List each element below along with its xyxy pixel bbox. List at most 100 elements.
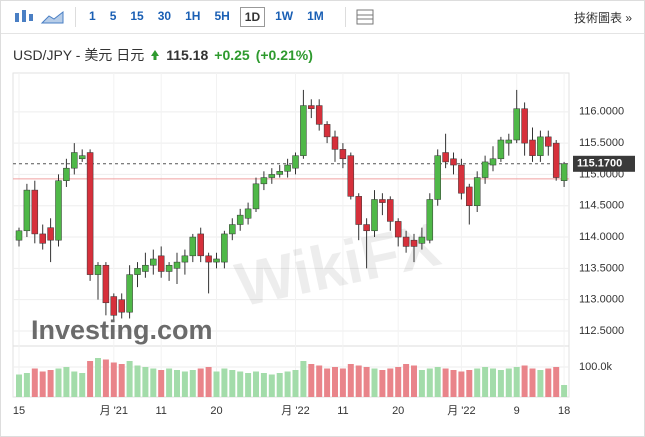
volume-bar <box>450 370 457 397</box>
candle-body <box>15 230 23 241</box>
candle-body <box>63 167 70 181</box>
candle-body <box>355 196 362 225</box>
candle-body <box>387 199 394 222</box>
interval-button[interactable]: 15 <box>130 9 144 23</box>
candle-body <box>529 139 536 156</box>
volume-bar <box>426 368 433 397</box>
candle-body <box>157 255 165 272</box>
candle-body <box>213 258 220 263</box>
tech-chart-link[interactable]: 技術圖表 » <box>573 10 632 25</box>
volume-bar <box>308 364 315 397</box>
volume-bar <box>300 361 307 397</box>
candle-body <box>102 264 110 304</box>
intervals: 1 5 15 30 1H 5H 1D 1W 1M <box>75 7 331 27</box>
current-price-box <box>573 155 635 172</box>
interval-button[interactable]: 1M <box>307 9 324 23</box>
y-tick-label: 116.0000 <box>579 106 624 118</box>
volume-bar <box>189 370 196 397</box>
y-tick-label: 113.0000 <box>579 294 624 306</box>
volume-bar <box>213 371 220 397</box>
y-tick-label: 114.0000 <box>579 231 624 243</box>
candle-body <box>473 177 481 206</box>
volume-bar <box>134 365 141 397</box>
volume-bar <box>174 370 180 397</box>
candle-body <box>71 152 78 169</box>
volume-bar <box>537 370 544 397</box>
candle-body <box>78 155 86 160</box>
interval-button[interactable]: 30 <box>157 9 172 23</box>
volume-bar <box>95 358 101 397</box>
candle-body <box>150 258 157 266</box>
candle-body <box>181 255 189 263</box>
candle-body <box>189 236 197 257</box>
table-icon[interactable] <box>344 7 384 27</box>
volume-bar <box>490 368 496 397</box>
symbol: USD/JPY - 美元 日元 <box>13 47 145 63</box>
candle-body <box>260 177 268 185</box>
volume-bar <box>253 371 259 397</box>
candle-body <box>284 164 291 172</box>
volume-bar <box>411 365 417 397</box>
x-tick-label: 9 <box>514 405 520 417</box>
interval-button[interactable]: 1D <box>239 7 266 27</box>
interval-button[interactable]: 5H <box>214 9 230 23</box>
area-icon[interactable] <box>39 7 67 27</box>
volume-bar <box>126 361 133 397</box>
up-arrow <box>151 50 160 60</box>
y-tick-label: 115.5000 <box>579 137 624 149</box>
candle-body <box>402 236 410 247</box>
volume-bar <box>529 368 536 397</box>
interval-button[interactable]: 1W <box>275 9 294 23</box>
candle-body <box>126 274 133 313</box>
volume-bar <box>395 367 402 397</box>
volume-bar <box>245 373 252 397</box>
volume-bar <box>150 368 157 397</box>
volume-bar <box>221 368 228 397</box>
candle-body <box>173 261 181 269</box>
volume-bar <box>332 367 338 397</box>
volume-bar <box>63 367 70 397</box>
volume-bar <box>79 373 86 397</box>
volume-bar <box>553 367 560 397</box>
candle-body <box>339 149 347 160</box>
volume-bar <box>316 365 323 397</box>
candle-body <box>363 224 370 232</box>
y-tick-label: 114.5000 <box>579 200 624 212</box>
volume-bar <box>142 367 149 397</box>
volume-bar <box>102 359 109 397</box>
volume-bar <box>47 370 54 397</box>
volume-bar <box>158 370 165 397</box>
candle-body <box>434 155 441 200</box>
volume-bar <box>110 362 117 397</box>
candle-body <box>394 221 402 238</box>
x-tick-label: 月 '21 <box>100 405 128 417</box>
volume-bar <box>379 370 386 397</box>
interval-button[interactable]: 1 <box>89 9 96 23</box>
candle-body <box>23 189 31 232</box>
interval-button[interactable]: 1H <box>185 9 201 23</box>
volume-bar <box>418 370 425 397</box>
volume-bar <box>276 373 283 397</box>
candle-body <box>308 105 315 109</box>
candle-body <box>418 236 426 244</box>
y-tick-label: 115.0000 <box>579 168 624 180</box>
x-tick-label: 15 <box>13 405 25 417</box>
volume-bar <box>23 373 30 397</box>
candle-body <box>292 155 299 169</box>
volume-bar <box>237 371 244 397</box>
change: +0.25 <box>214 47 250 63</box>
volume-bar <box>166 368 173 397</box>
candle-body <box>300 105 307 156</box>
volume-bar <box>324 368 331 397</box>
volume-bar <box>521 365 528 397</box>
candle-body <box>142 264 149 272</box>
volume-bar <box>229 370 236 397</box>
interval-button[interactable]: 5 <box>109 9 117 23</box>
volume-bar <box>268 374 275 397</box>
y-tick-label: 113.5000 <box>579 262 624 274</box>
y-tick-label: 112.5000 <box>579 325 624 337</box>
volume-bar <box>403 364 410 397</box>
candle-icon[interactable] <box>11 7 39 27</box>
current-price-label: 115.1700 <box>577 158 622 170</box>
